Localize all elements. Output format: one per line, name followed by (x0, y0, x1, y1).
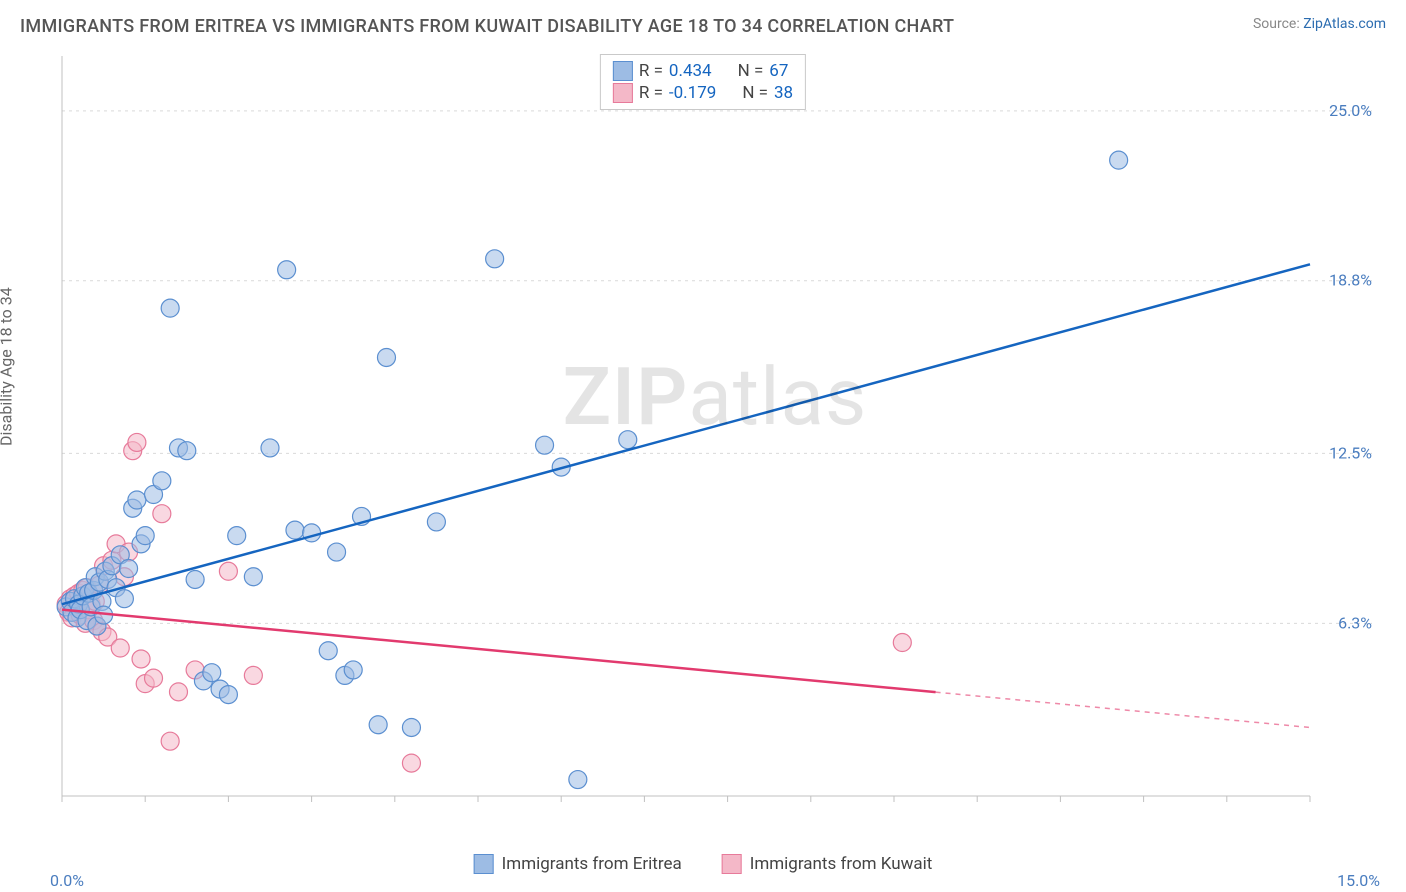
svg-text:18.8%: 18.8% (1329, 271, 1372, 290)
x-tick-label: 0.0% (50, 871, 84, 890)
chart-container: IMMIGRANTS FROM ERITREA VS IMMIGRANTS FR… (0, 0, 1406, 892)
svg-text:12.5%: 12.5% (1329, 443, 1372, 462)
stat-legend: R = 0.434 N = 67 R = -0.179 N = 38 (600, 54, 806, 110)
stat-legend-row: R = -0.179 N = 38 (613, 83, 793, 103)
legend-label: Immigrants from Kuwait (750, 854, 933, 874)
swatch-icon (613, 83, 633, 103)
stat-n-value: 38 (774, 83, 793, 103)
x-tick-label: 15.0% (1337, 871, 1380, 890)
svg-text:6.3%: 6.3% (1338, 613, 1372, 632)
svg-text:25.0%: 25.0% (1329, 101, 1372, 120)
stat-r-value: 0.434 (669, 61, 712, 81)
source-link[interactable]: ZipAtlas.com (1303, 16, 1386, 32)
swatch-icon (474, 854, 494, 874)
stat-n-value: 67 (769, 61, 788, 81)
stat-n-label: N = (738, 61, 764, 81)
series-legend: Immigrants from Eritrea Immigrants from … (474, 854, 933, 874)
stat-r-label: R = (639, 83, 663, 103)
source-label: Source: ZipAtlas.com (1253, 16, 1386, 32)
swatch-icon (613, 61, 633, 81)
y-axis-label: Disability Age 18 to 34 (0, 287, 16, 446)
legend-item: Immigrants from Kuwait (722, 854, 933, 874)
source-prefix: Source: (1253, 16, 1303, 32)
stat-r-value: -0.179 (669, 83, 716, 103)
legend-label: Immigrants from Eritrea (502, 854, 682, 874)
legend-item: Immigrants from Eritrea (474, 854, 682, 874)
swatch-icon (722, 854, 742, 874)
stat-legend-row: R = 0.434 N = 67 (613, 61, 793, 81)
stat-r-label: R = (639, 61, 663, 81)
chart-svg: 6.3% 12.5% 18.8% 25.0% (50, 50, 1380, 820)
plot-area: 6.3%12.5%18.8%25.0% ZIPatlas (50, 50, 1380, 820)
stat-n-label: N = (742, 83, 768, 103)
chart-title: IMMIGRANTS FROM ERITREA VS IMMIGRANTS FR… (20, 16, 954, 37)
